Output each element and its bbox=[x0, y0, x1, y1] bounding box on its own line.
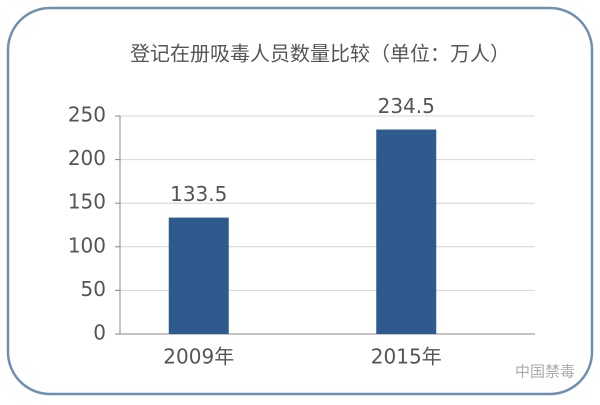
y-tick-label: 0 bbox=[93, 321, 106, 345]
bar bbox=[168, 217, 229, 334]
y-tick-label: 100 bbox=[68, 233, 106, 257]
y-tick-label: 150 bbox=[68, 190, 106, 214]
value-label: 234.5 bbox=[378, 94, 435, 118]
x-tick-label: 2015年 bbox=[371, 345, 442, 369]
frame bbox=[6, 6, 594, 396]
x-tick-label: 2009年 bbox=[163, 345, 234, 369]
y-tick-label: 50 bbox=[81, 277, 106, 301]
value-label: 133.5 bbox=[170, 182, 227, 206]
chart-title: 登记在册吸毒人员数量比较（单位：万人） bbox=[130, 42, 510, 66]
bar bbox=[376, 129, 437, 334]
watermark: 中国禁毒 bbox=[515, 363, 575, 381]
y-tick-label: 200 bbox=[68, 146, 106, 170]
y-tick-label: 250 bbox=[68, 103, 106, 127]
